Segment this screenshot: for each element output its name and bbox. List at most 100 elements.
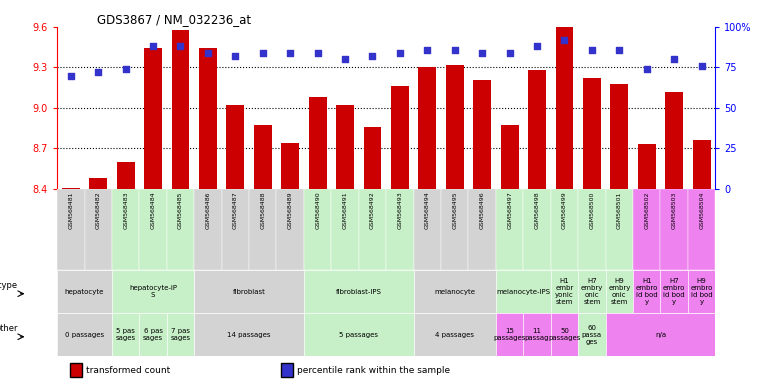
Text: 5 passages: 5 passages xyxy=(339,332,378,338)
Bar xyxy=(254,126,272,189)
Text: GSM568483: GSM568483 xyxy=(123,191,128,229)
FancyBboxPatch shape xyxy=(496,189,524,270)
FancyBboxPatch shape xyxy=(167,189,194,270)
Text: GSM568488: GSM568488 xyxy=(260,191,266,229)
Point xyxy=(422,46,434,53)
Bar xyxy=(473,79,491,189)
Text: fibroblast-IPS: fibroblast-IPS xyxy=(336,288,382,295)
Text: GSM568504: GSM568504 xyxy=(699,191,704,229)
Bar xyxy=(144,48,162,189)
FancyBboxPatch shape xyxy=(221,189,249,270)
Text: 11
passag: 11 passag xyxy=(525,328,549,341)
Text: percentile rank within the sample: percentile rank within the sample xyxy=(297,366,450,374)
Bar xyxy=(693,140,711,189)
FancyBboxPatch shape xyxy=(167,313,194,356)
Text: GSM568497: GSM568497 xyxy=(507,191,512,229)
Text: GSM568498: GSM568498 xyxy=(534,191,540,229)
FancyBboxPatch shape xyxy=(112,270,194,313)
Point xyxy=(92,69,104,75)
Text: GSM568492: GSM568492 xyxy=(370,191,375,229)
Bar xyxy=(227,105,244,189)
FancyBboxPatch shape xyxy=(414,189,441,270)
Text: 50
passages: 50 passages xyxy=(548,328,581,341)
Bar xyxy=(89,178,107,189)
FancyBboxPatch shape xyxy=(688,189,715,270)
Point xyxy=(613,46,626,53)
FancyBboxPatch shape xyxy=(57,270,112,313)
FancyBboxPatch shape xyxy=(194,313,304,356)
Text: n/a: n/a xyxy=(655,332,666,338)
Text: GSM568500: GSM568500 xyxy=(590,191,594,229)
Point xyxy=(394,50,406,56)
Point xyxy=(531,43,543,50)
Bar xyxy=(199,48,217,189)
FancyBboxPatch shape xyxy=(661,270,688,313)
FancyBboxPatch shape xyxy=(386,189,414,270)
FancyBboxPatch shape xyxy=(281,363,293,377)
FancyBboxPatch shape xyxy=(57,313,112,356)
Point xyxy=(668,56,680,62)
Text: 14 passages: 14 passages xyxy=(228,332,271,338)
FancyBboxPatch shape xyxy=(496,270,551,313)
Bar xyxy=(391,86,409,189)
Text: GSM568489: GSM568489 xyxy=(288,191,293,229)
FancyBboxPatch shape xyxy=(688,270,715,313)
FancyBboxPatch shape xyxy=(276,189,304,270)
FancyBboxPatch shape xyxy=(551,313,578,356)
FancyBboxPatch shape xyxy=(414,313,496,356)
FancyBboxPatch shape xyxy=(469,189,496,270)
FancyBboxPatch shape xyxy=(194,189,221,270)
FancyBboxPatch shape xyxy=(578,270,606,313)
FancyBboxPatch shape xyxy=(304,189,331,270)
FancyBboxPatch shape xyxy=(578,313,606,356)
Text: other: other xyxy=(0,324,18,333)
FancyBboxPatch shape xyxy=(139,313,167,356)
Text: GSM568490: GSM568490 xyxy=(315,191,320,229)
Bar xyxy=(610,84,629,189)
Text: 6 pas
sages: 6 pas sages xyxy=(143,328,163,341)
FancyBboxPatch shape xyxy=(57,189,84,270)
Text: 7 pas
sages: 7 pas sages xyxy=(170,328,190,341)
Text: cell type: cell type xyxy=(0,281,18,290)
Text: GSM568481: GSM568481 xyxy=(68,191,73,229)
Text: GSM568496: GSM568496 xyxy=(479,191,485,229)
Bar xyxy=(116,162,135,189)
Text: GDS3867 / NM_032236_at: GDS3867 / NM_032236_at xyxy=(97,13,250,26)
Text: GSM568485: GSM568485 xyxy=(178,191,183,229)
FancyBboxPatch shape xyxy=(194,270,304,313)
Text: H7
embro
id bod
y: H7 embro id bod y xyxy=(663,278,686,305)
Text: GSM568484: GSM568484 xyxy=(151,191,155,229)
Point xyxy=(174,43,186,50)
Bar xyxy=(638,144,656,189)
Bar xyxy=(282,143,299,189)
Text: 60
passa
ges: 60 passa ges xyxy=(582,324,602,344)
FancyBboxPatch shape xyxy=(331,189,358,270)
Bar xyxy=(309,97,326,189)
Point xyxy=(559,37,571,43)
FancyBboxPatch shape xyxy=(606,189,633,270)
FancyBboxPatch shape xyxy=(606,270,633,313)
FancyBboxPatch shape xyxy=(551,270,578,313)
FancyBboxPatch shape xyxy=(441,189,469,270)
Text: GSM568494: GSM568494 xyxy=(425,191,430,229)
Point xyxy=(311,50,323,56)
Bar xyxy=(528,70,546,189)
Bar xyxy=(665,92,683,189)
Text: hepatocyte: hepatocyte xyxy=(65,288,104,295)
FancyBboxPatch shape xyxy=(633,189,661,270)
FancyBboxPatch shape xyxy=(249,189,276,270)
Point xyxy=(229,53,241,59)
Text: H7
embry
onic
stem: H7 embry onic stem xyxy=(581,278,603,305)
Bar xyxy=(419,68,436,189)
Text: fibroblast: fibroblast xyxy=(233,288,266,295)
FancyBboxPatch shape xyxy=(496,313,524,356)
Text: 15
passages: 15 passages xyxy=(493,328,526,341)
Text: 0 passages: 0 passages xyxy=(65,332,104,338)
Point xyxy=(696,63,708,69)
Text: 5 pas
sages: 5 pas sages xyxy=(116,328,135,341)
Point xyxy=(119,66,132,72)
Text: melanocyte-IPS: melanocyte-IPS xyxy=(496,288,550,295)
Text: 4 passages: 4 passages xyxy=(435,332,474,338)
Bar xyxy=(446,65,463,189)
Text: melanocyte: melanocyte xyxy=(435,288,476,295)
